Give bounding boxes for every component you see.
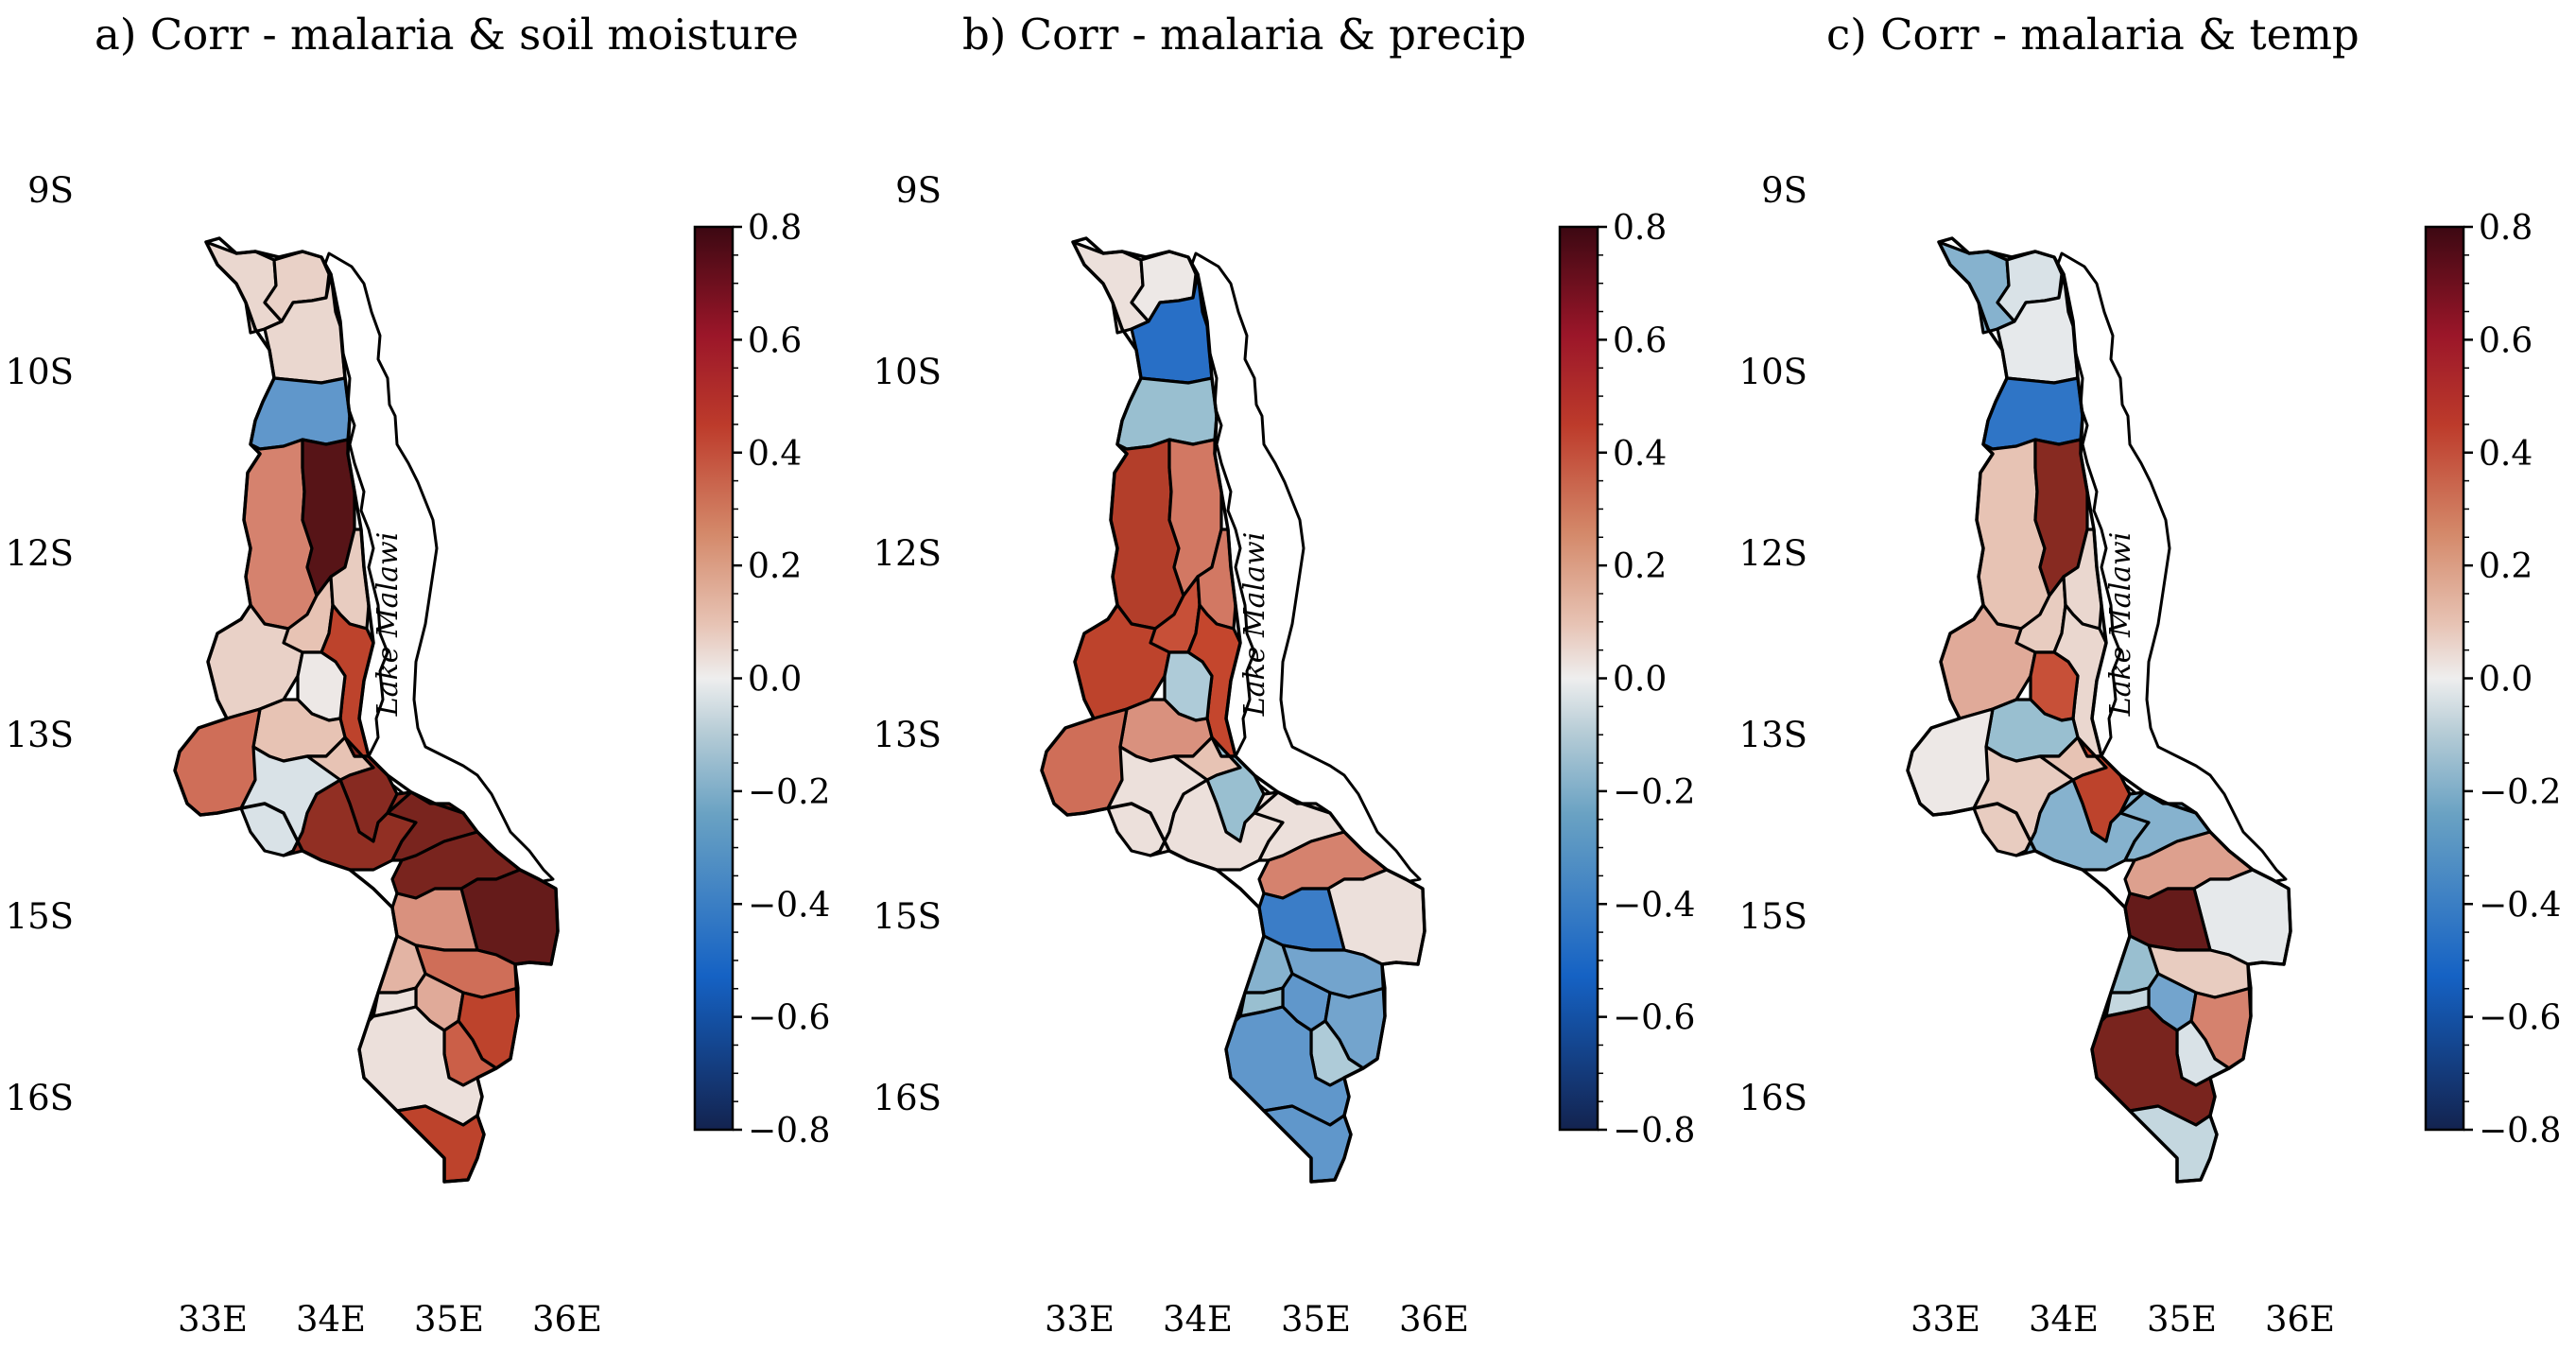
lon-label: 33E (1910, 1299, 1980, 1340)
lat-label: 12S (6, 533, 74, 574)
lon-label: 33E (1045, 1299, 1115, 1340)
lat-axis-labels: 9S 10S 12S 13S 15S 16S (873, 170, 942, 1118)
lat-label: 16S (6, 1078, 74, 1118)
lon-axis-labels: 33E 34E 35E 36E (1910, 1299, 2335, 1340)
country-outline (1906, 236, 2292, 1184)
colorbar: 0.8 0.6 0.4 0.2 0.0 −0.2 −0.4 −0.6 −0.8 (693, 209, 830, 1151)
lat-label: 10S (873, 352, 942, 392)
colorbar-tick-label: 0.6 (748, 321, 802, 360)
district-region (249, 376, 352, 451)
colorbar-tick-label: 0.8 (748, 209, 802, 248)
lat-label: 9S (895, 170, 942, 211)
colorbar-tick-label: 0.2 (2479, 547, 2533, 586)
lon-axis-labels: 33E 34E 35E 36E (178, 1299, 602, 1340)
colorbar-tick-label: −0.6 (2479, 999, 2561, 1038)
lat-label: 9S (27, 170, 74, 211)
colorbar-tick-label: −0.8 (2479, 1112, 2561, 1151)
lon-axis-labels: 33E 34E 35E 36E (1045, 1299, 1469, 1340)
colorbar-tick-label: 0.4 (748, 435, 802, 474)
lat-label: 16S (1739, 1078, 1807, 1118)
panel-b: b) Corr - malaria & precip 9S 10S 12S 13… (873, 9, 1696, 1340)
district-region (1115, 376, 1219, 451)
colorbar-gradient (1558, 225, 1599, 1132)
colorbar-ticks: 0.8 0.6 0.4 0.2 0.0 −0.2 −0.4 −0.6 −0.8 (733, 209, 830, 1151)
colorbar-tick-label: 0.4 (1613, 435, 1667, 474)
panel-title: c) Corr - malaria & temp (1826, 9, 2360, 60)
lat-label: 9S (1761, 170, 1807, 211)
colorbar-tick-label: 0.2 (1613, 547, 1667, 586)
panel-title: b) Corr - malaria & precip (962, 9, 1527, 60)
colorbar-gradient (2424, 225, 2465, 1132)
colorbar-tick-label: −0.2 (1613, 773, 1695, 812)
lat-label: 13S (6, 715, 74, 755)
colorbar-tick-label: −0.6 (748, 999, 830, 1038)
lat-label: 16S (873, 1078, 942, 1118)
district-region (1981, 376, 2084, 451)
colorbar-tick-label: 0.0 (2479, 661, 2533, 700)
colorbar-tick-label: −0.2 (2479, 773, 2561, 812)
lat-label: 12S (873, 533, 942, 574)
colorbar-tick-label: 0.4 (2479, 435, 2533, 474)
lon-label: 34E (1163, 1299, 1233, 1340)
lon-label: 36E (1399, 1299, 1469, 1340)
lon-label: 36E (532, 1299, 602, 1340)
districts (173, 240, 560, 1184)
lon-label: 33E (178, 1299, 248, 1340)
lat-label: 13S (873, 715, 942, 755)
lat-label: 10S (6, 352, 74, 392)
lat-label: 12S (1739, 533, 1807, 574)
lake-label: Lake Malawi (2104, 532, 2137, 718)
malawi-map: Lake Malawi (1906, 236, 2292, 1184)
lat-label: 15S (6, 896, 74, 937)
lake-label: Lake Malawi (1238, 532, 1271, 718)
colorbar: 0.8 0.6 0.4 0.2 0.0 −0.2 −0.4 −0.6 −0.8 (1558, 209, 1695, 1151)
colorbar-tick-label: −0.6 (1613, 999, 1695, 1038)
colorbar-tick-label: −0.8 (1613, 1112, 1695, 1151)
colorbar-gradient (693, 225, 735, 1132)
lon-label: 36E (2265, 1299, 2335, 1340)
lon-label: 35E (1281, 1299, 1351, 1340)
colorbar: 0.8 0.6 0.4 0.2 0.0 −0.2 −0.4 −0.6 −0.8 (2424, 209, 2561, 1151)
lon-label: 35E (414, 1299, 484, 1340)
colorbar-tick-label: 0.2 (748, 547, 802, 586)
malawi-map: Lake Malawi (173, 236, 560, 1184)
lon-label: 35E (2147, 1299, 2217, 1340)
panel-c: c) Corr - malaria & temp 9S 10S 12S 13S … (1739, 9, 2562, 1340)
colorbar-tick-label: 0.0 (1613, 661, 1667, 700)
lat-axis-labels: 9S 10S 12S 13S 15S 16S (1739, 170, 1807, 1118)
districts (1906, 240, 2292, 1184)
colorbar-tick-label: 0.6 (2479, 321, 2533, 360)
colorbar-tick-label: 0.0 (748, 661, 802, 700)
lat-label: 13S (1739, 715, 1807, 755)
country-outline (173, 236, 560, 1184)
colorbar-tick-label: −0.4 (1613, 886, 1695, 925)
colorbar-tick-label: −0.2 (748, 773, 830, 812)
lon-label: 34E (296, 1299, 366, 1340)
lat-label: 10S (1739, 352, 1807, 392)
lat-label: 15S (1739, 896, 1807, 937)
malawi-map: Lake Malawi (1040, 236, 1426, 1184)
lat-label: 15S (873, 896, 942, 937)
colorbar-tick-label: −0.4 (2479, 886, 2561, 925)
colorbar-tick-label: −0.4 (748, 886, 830, 925)
panel-a: a) Corr - malaria & soil moisture 9S 10S… (6, 9, 831, 1340)
colorbar-ticks: 0.8 0.6 0.4 0.2 0.0 −0.2 −0.4 −0.6 −0.8 (1598, 209, 1695, 1151)
colorbar-tick-label: 0.6 (1613, 321, 1667, 360)
lake-label: Lake Malawi (372, 532, 405, 718)
lat-axis-labels: 9S 10S 12S 13S 15S 16S (6, 170, 74, 1118)
colorbar-tick-label: 0.8 (2479, 209, 2533, 248)
colorbar-ticks: 0.8 0.6 0.4 0.2 0.0 −0.2 −0.4 −0.6 −0.8 (2464, 209, 2561, 1151)
colorbar-tick-label: 0.8 (1613, 209, 1667, 248)
lon-label: 34E (2029, 1299, 2099, 1340)
colorbar-tick-label: −0.8 (748, 1112, 830, 1151)
country-outline (1040, 236, 1426, 1184)
panel-title: a) Corr - malaria & soil moisture (95, 9, 799, 60)
